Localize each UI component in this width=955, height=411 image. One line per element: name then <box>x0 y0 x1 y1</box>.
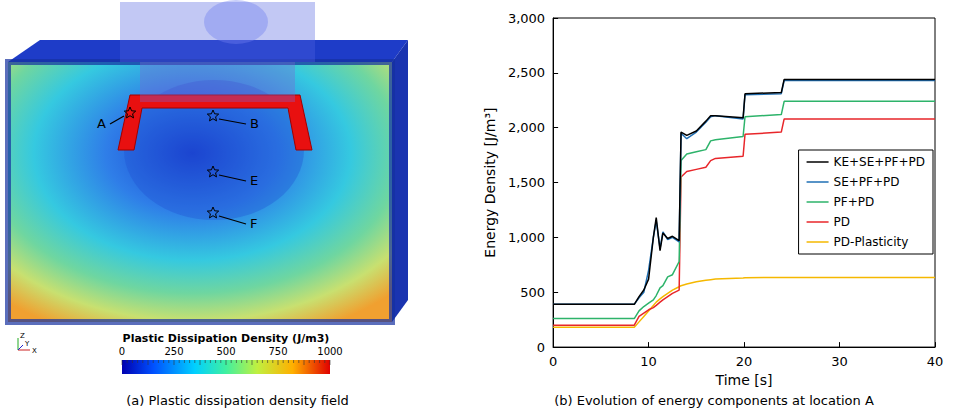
svg-text:PD-Plasticity: PD-Plasticity <box>834 235 909 249</box>
svg-text:1000: 1000 <box>317 346 342 357</box>
svg-text:0: 0 <box>537 340 545 355</box>
svg-text:250: 250 <box>164 346 183 357</box>
svg-text:KE+SE+PF+PD: KE+SE+PF+PD <box>834 155 925 169</box>
svg-text:SE+PF+PD: SE+PF+PD <box>834 175 900 189</box>
svg-text:750: 750 <box>268 346 287 357</box>
svg-text:B: B <box>250 116 259 131</box>
svg-text:Energy Density [J/m³]: Energy Density [J/m³] <box>482 107 498 257</box>
svg-text:10: 10 <box>640 354 657 369</box>
svg-text:1,500: 1,500 <box>508 175 545 190</box>
svg-text:2,000: 2,000 <box>508 120 545 135</box>
svg-text:30: 30 <box>831 354 848 369</box>
svg-text:500: 500 <box>216 346 235 357</box>
svg-text:0: 0 <box>549 354 557 369</box>
svg-text:40: 40 <box>927 354 944 369</box>
html-text:(a) Plastic dissipation densit: (a) Plastic dissipation density field <box>126 393 349 408</box>
svg-text:3,000: 3,000 <box>508 11 545 26</box>
html-text:(b) Evolution of energy compon: (b) Evolution of energy components at lo… <box>554 393 874 408</box>
svg-text:X: X <box>32 347 37 355</box>
svg-text:2,500: 2,500 <box>508 65 545 80</box>
svg-text:Z: Z <box>20 332 25 340</box>
svg-text:500: 500 <box>520 285 545 300</box>
svg-text:PD: PD <box>834 215 850 229</box>
svg-text:Y: Y <box>24 340 30 348</box>
svg-text:20: 20 <box>736 354 753 369</box>
svg-text:0: 0 <box>119 346 125 357</box>
svg-text:Plastic Dissipation Density (J: Plastic Dissipation Density (J/m3) <box>123 332 330 345</box>
svg-text:PF+PD: PF+PD <box>834 195 875 209</box>
svg-text:A: A <box>97 116 106 131</box>
svg-text:F: F <box>250 216 257 231</box>
svg-text:E: E <box>250 173 258 188</box>
svg-text:Time [s]: Time [s] <box>715 372 773 388</box>
svg-text:1,000: 1,000 <box>508 230 545 245</box>
